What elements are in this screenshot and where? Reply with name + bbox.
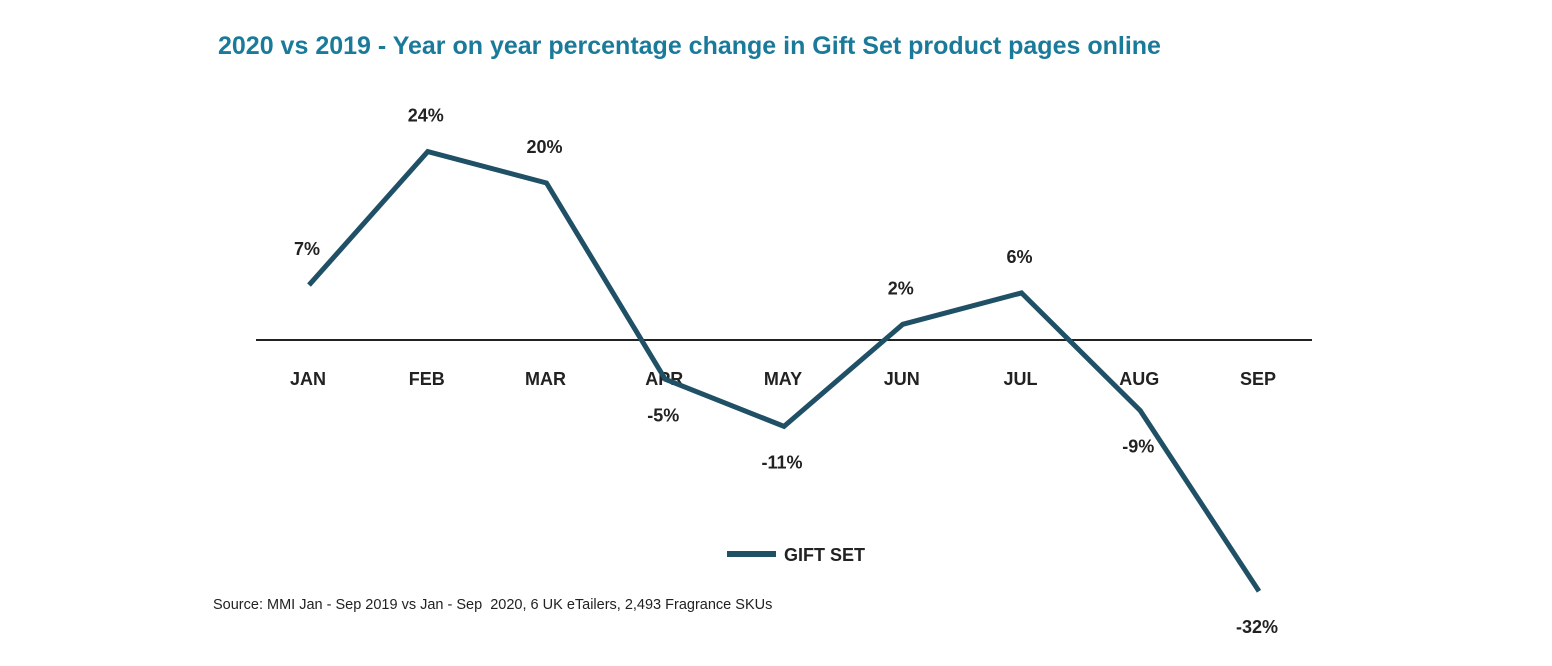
data-label-jan: 7%: [294, 239, 320, 259]
data-label-may: -11%: [761, 452, 802, 472]
data-label-jul: 6%: [1006, 247, 1032, 267]
source-note: Source: MMI Jan - Sep 2019 vs Jan - Sep …: [213, 597, 773, 613]
data-label-feb: 24%: [408, 106, 444, 126]
data-label-mar: 20%: [526, 137, 562, 157]
data-label-jun: 2%: [888, 278, 914, 298]
legend: GIFT SET: [727, 545, 865, 565]
month-label-mar: MAR: [525, 369, 566, 389]
month-label-jul: JUL: [1003, 369, 1037, 389]
x-axis-labels: JAN FEB MAR APR MAY JUN JUL AUG SEP: [290, 369, 1276, 389]
month-label-aug: AUG: [1119, 369, 1159, 389]
month-label-jan: JAN: [290, 369, 326, 389]
data-labels: 7% 24% 20% -5% -11% 2% 6% -9% -32%: [294, 106, 1278, 638]
data-label-aug: -9%: [1122, 437, 1154, 457]
month-label-may: MAY: [764, 369, 802, 389]
month-label-jun: JUN: [884, 369, 920, 389]
data-label-apr: -5%: [647, 405, 679, 425]
month-label-feb: FEB: [409, 369, 445, 389]
legend-label-gift-set: GIFT SET: [784, 545, 865, 565]
month-label-sep: SEP: [1240, 369, 1276, 389]
chart-title: 2020 vs 2019 - Year on year percentage c…: [218, 32, 1161, 60]
gift-set-series-line: [307, 148, 1262, 593]
data-label-sep: -32%: [1236, 617, 1278, 637]
